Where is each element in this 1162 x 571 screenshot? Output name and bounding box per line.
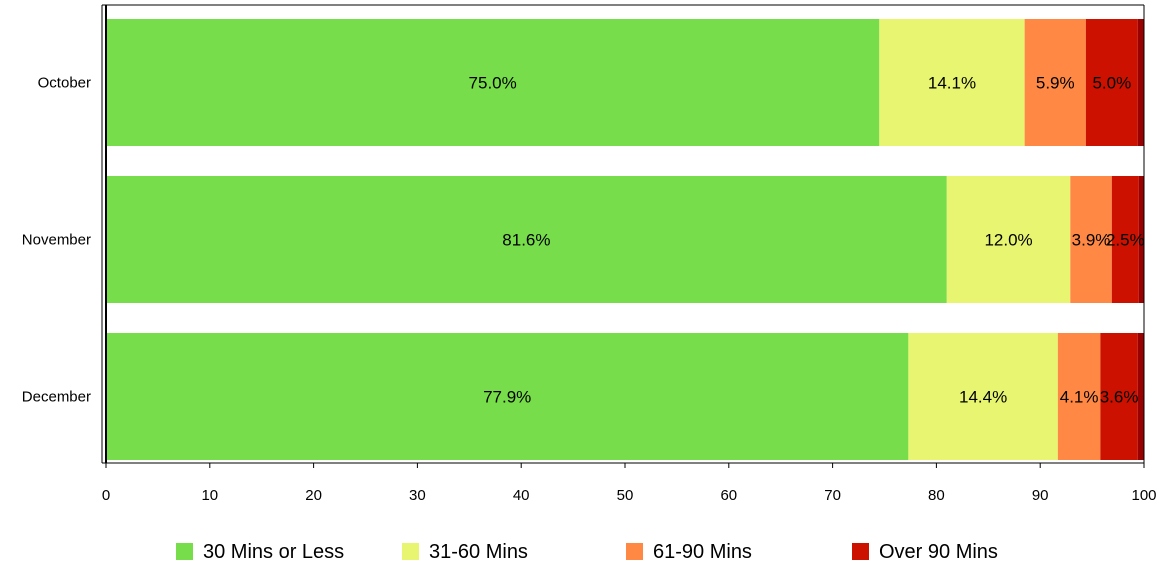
bar-segment xyxy=(1057,333,1101,460)
data-label: 2.5% xyxy=(1106,231,1145,250)
data-label: 75.0% xyxy=(469,74,517,93)
data-label: 3.9% xyxy=(1072,231,1111,250)
bar-segment xyxy=(1100,333,1138,460)
category-label: December xyxy=(22,389,91,406)
bar-segment xyxy=(1070,176,1112,303)
legend-swatch xyxy=(626,543,643,560)
legend-label: 30 Mins or Less xyxy=(203,541,344,563)
bar-segment xyxy=(946,176,1071,303)
data-label: 12.0% xyxy=(984,231,1032,250)
bar-segment xyxy=(879,19,1025,146)
legend-label: 31-60 Mins xyxy=(429,541,528,563)
data-label: 14.4% xyxy=(959,388,1007,407)
bar-segment xyxy=(106,19,880,146)
x-tick-label: 20 xyxy=(305,487,322,504)
x-tick-label: 30 xyxy=(409,487,426,504)
bar-segment xyxy=(1111,176,1139,303)
data-label: 3.6% xyxy=(1100,388,1139,407)
category-label: November xyxy=(22,232,91,249)
x-tick-label: 60 xyxy=(720,487,737,504)
data-label: 14.1% xyxy=(928,74,976,93)
data-label: 4.1% xyxy=(1060,388,1099,407)
data-labels-layer: 75.0% 14.1% 5.9% 5.0% 81.6% 12.0% 3.9%2.5% 77.9… xyxy=(469,74,1145,407)
bar-segment xyxy=(1137,333,1144,460)
x-tick-label: 10 xyxy=(201,487,218,504)
category-label: October xyxy=(38,75,91,92)
data-label: 5.0% xyxy=(1092,74,1131,93)
legend-swatch xyxy=(176,543,193,560)
x-tick-label: 100 xyxy=(1131,487,1156,504)
data-label: 77.9% xyxy=(483,388,531,407)
legend-swatch xyxy=(402,543,419,560)
x-tick-label: 0 xyxy=(102,487,110,504)
x-tick-label: 70 xyxy=(824,487,841,504)
legend-label: Over 90 Mins xyxy=(879,541,998,563)
legend-swatch xyxy=(852,543,869,560)
bar-segment xyxy=(908,333,1058,460)
legend: 30 Mins or Less 31-60 Mins 61-90 Mins Over … xyxy=(176,541,998,563)
x-tick-label: 40 xyxy=(513,487,530,504)
data-label: 5.9% xyxy=(1036,74,1075,93)
x-tick-label: 50 xyxy=(617,487,634,504)
bars-layer xyxy=(106,19,1144,460)
bar-segment xyxy=(1085,19,1138,146)
bar-segment xyxy=(1137,19,1144,146)
data-label: 81.6% xyxy=(502,231,550,250)
axis-layer: October November December 0 10 20 30 40 50 60 70 80… xyxy=(22,4,1157,504)
x-tick-label: 90 xyxy=(1032,487,1049,504)
bar-segment xyxy=(1138,176,1144,303)
x-tick-label: 80 xyxy=(928,487,945,504)
bar-segment xyxy=(106,176,947,303)
legend-label: 61-90 Mins xyxy=(653,541,752,563)
bar-segment xyxy=(1024,19,1086,146)
bar-segment xyxy=(106,333,909,460)
